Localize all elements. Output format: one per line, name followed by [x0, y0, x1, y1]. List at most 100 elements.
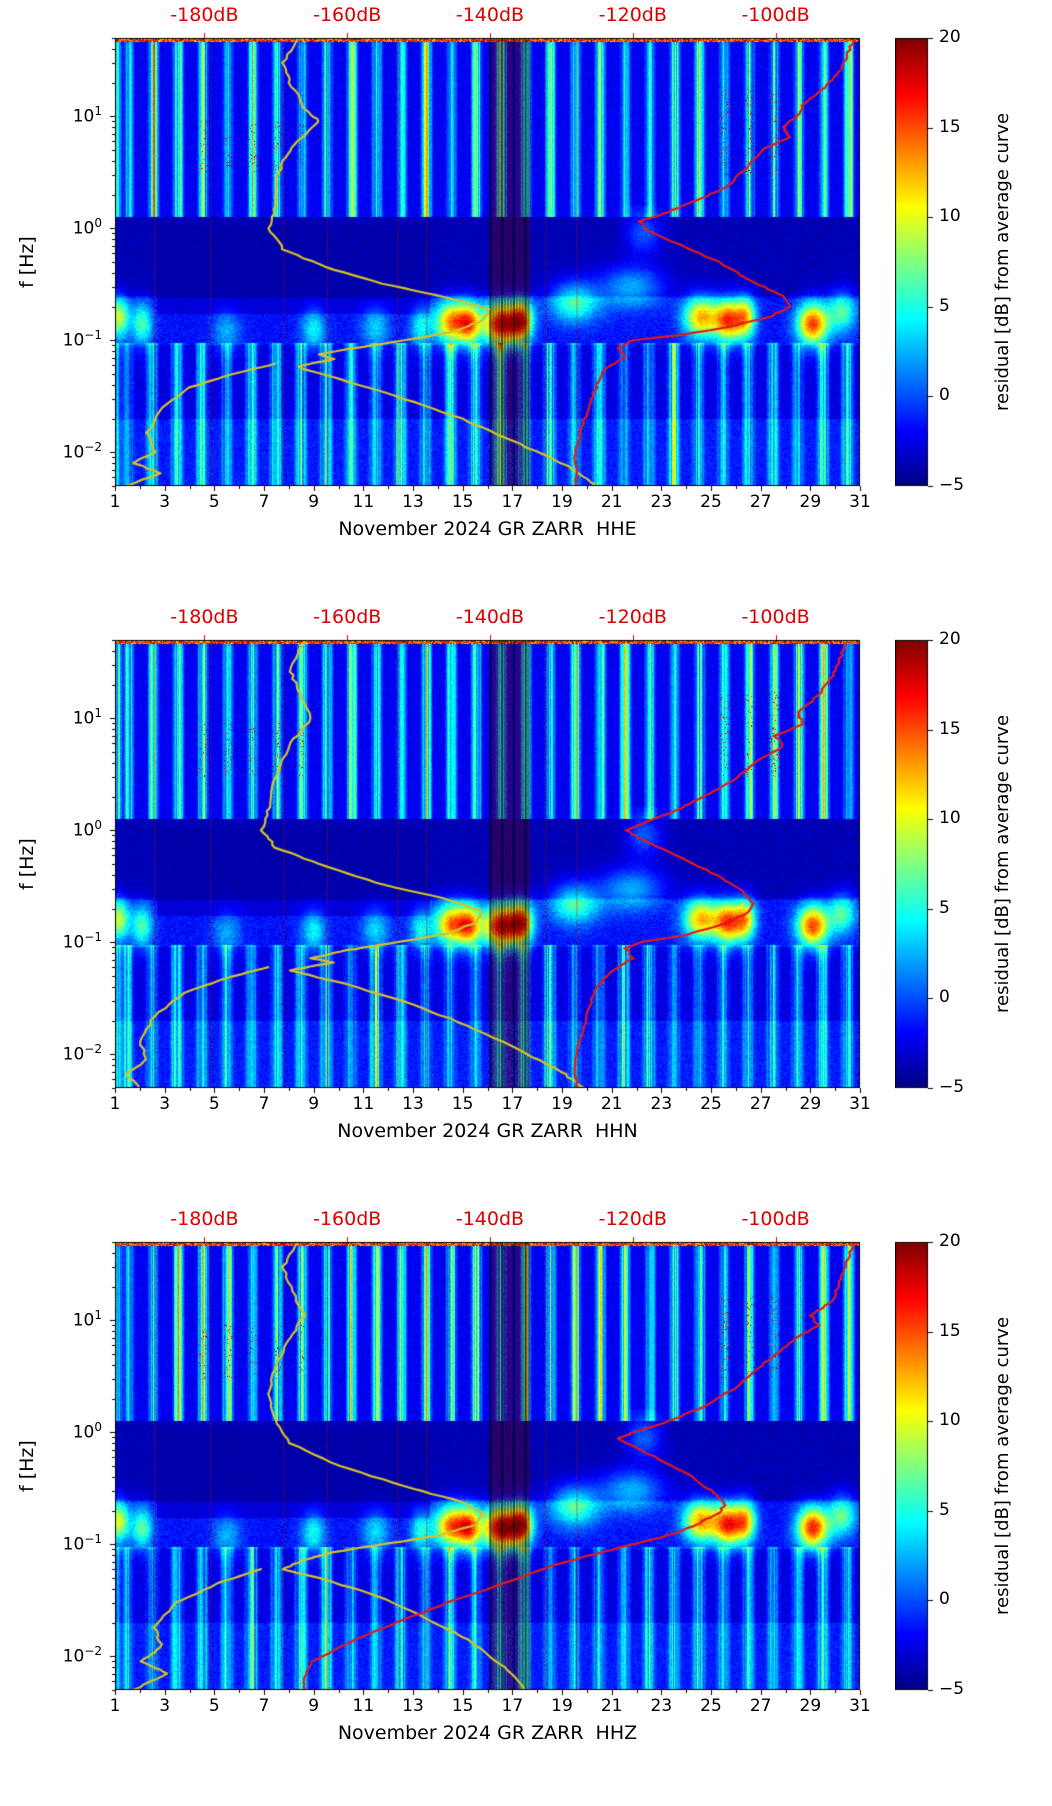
top-db-tick-label: -160dB: [313, 606, 382, 628]
x-tick-label: 23: [650, 1094, 673, 1114]
colorbar-tick-label: 20: [939, 629, 961, 649]
top-db-tick-label: -140dB: [455, 606, 525, 628]
colorbar-tick-label: 5: [939, 1499, 950, 1520]
x-tick-label: 13: [402, 492, 424, 512]
y-tick-label: 10−2: [62, 1042, 102, 1065]
x-tick-label: 23: [650, 1696, 673, 1716]
x-tick-label: 11: [352, 492, 375, 512]
x-tick-label: 13: [402, 1696, 424, 1716]
colorbar-tick-label: 10: [939, 1410, 961, 1431]
x-tick-label: 19: [551, 1696, 573, 1716]
colorbar-tick-label: 15: [939, 718, 961, 739]
colorbar-canvas: [895, 30, 937, 494]
colorbar-tick-label: −5: [939, 1679, 965, 1699]
x-tick-label: 9: [308, 492, 320, 512]
x-tick-label: 9: [308, 1094, 320, 1114]
x-tick-label: 3: [159, 1696, 171, 1716]
x-tick-label: 9: [308, 1696, 320, 1716]
x-tick-label: 1: [109, 492, 121, 512]
top-db-tick-label: -100dB: [741, 4, 810, 26]
x-tick-label: 25: [700, 492, 722, 512]
x-tick-label: 7: [258, 1094, 270, 1114]
top-db-tick-label: -160dB: [313, 4, 382, 26]
x-tick-label: 21: [600, 1094, 623, 1114]
x-tick-label: 27: [749, 1696, 772, 1716]
x-axis-title: November 2024 GR ZARR HHN: [337, 1120, 638, 1142]
y-tick-label: 10−2: [62, 1644, 102, 1667]
colorbar-tick-label: −5: [939, 1077, 965, 1097]
colorbar-tick-label: 10: [939, 808, 961, 829]
x-tick-label: 15: [451, 1696, 474, 1716]
x-tick-label: 29: [799, 1094, 822, 1114]
top-db-tick-label: -120dB: [598, 1208, 667, 1230]
y-tick-label: 10−2: [62, 440, 102, 463]
top-db-tick-label: -120dB: [598, 4, 667, 26]
x-tick-label: 7: [258, 492, 270, 512]
x-axis-title: November 2024 GR ZARR HHE: [338, 518, 637, 540]
x-tick-label: 25: [700, 1696, 722, 1716]
x-tick-label: 3: [159, 1094, 171, 1114]
spectrogram-panel-hhe: -180dB -160dB -140dB -120dB -100dB 10−2 10−1 1…: [0, 0, 1052, 602]
colorbar-tick-label: 10: [939, 206, 961, 227]
x-tick-label: 3: [159, 492, 171, 512]
colorbar-tick-label: −5: [939, 475, 965, 495]
x-tick-label: 17: [501, 1094, 524, 1114]
x-tick-label: 29: [799, 1696, 822, 1716]
x-tick-label: 23: [650, 492, 673, 512]
spectrogram-panel-hhn: -180dB -160dB -140dB -120dB -100dB 10−2 10−1 1…: [0, 602, 1052, 1204]
top-db-tick-label: -180dB: [170, 4, 239, 26]
colorbar-tick-label: 20: [939, 27, 961, 47]
spectrogram-heatmap-canvas: [107, 1234, 868, 1698]
x-axis-title: November 2024 GR ZARR HHZ: [337, 1722, 638, 1744]
colorbar-tick-label: 0: [939, 1589, 950, 1610]
colorbar-canvas: [895, 632, 937, 1096]
y-tick-label: 100: [72, 216, 102, 239]
x-tick-label: 21: [600, 1696, 623, 1716]
y-tick-label: 101: [72, 104, 102, 127]
x-tick-label: 31: [849, 1696, 871, 1716]
top-db-tick-label: -180dB: [170, 1208, 239, 1230]
x-tick-label: 27: [749, 1094, 772, 1114]
colorbar-tick-label: 15: [939, 1320, 961, 1341]
colorbar-canvas: [895, 1234, 937, 1698]
x-tick-label: 19: [551, 492, 573, 512]
x-tick-label: 1: [109, 1094, 121, 1114]
y-tick-label: 101: [72, 1308, 102, 1331]
x-tick-label: 5: [208, 1696, 220, 1716]
spectrogram-panel-hhz: -180dB -160dB -140dB -120dB -100dB 10−2 10−1 1…: [0, 1204, 1052, 1806]
colorbar-tick-label: 20: [939, 1231, 961, 1251]
x-tick-label: 21: [600, 492, 623, 512]
top-db-tick-label: -100dB: [741, 606, 810, 628]
colorbar-tick-label: 5: [939, 897, 950, 918]
spectrogram-heatmap-canvas: [107, 632, 868, 1096]
y-tick-label: 100: [72, 1420, 102, 1443]
colorbar-tick-label: 0: [939, 987, 950, 1008]
y-axis-label: f [Hz]: [16, 1440, 38, 1492]
colorbar-axis-label: residual [dB] from average curve: [992, 714, 1013, 1013]
x-tick-label: 5: [208, 492, 220, 512]
x-tick-label: 17: [501, 1696, 524, 1716]
y-axis-label: f [Hz]: [16, 838, 38, 890]
top-db-tick-label: -140dB: [455, 4, 525, 26]
top-db-tick-label: -120dB: [598, 606, 667, 628]
top-db-tick-label: -100dB: [741, 1208, 810, 1230]
colorbar-tick-label: 15: [939, 116, 961, 137]
x-tick-label: 27: [749, 492, 772, 512]
x-tick-label: 19: [551, 1094, 573, 1114]
x-tick-label: 13: [402, 1094, 424, 1114]
x-tick-label: 31: [849, 492, 871, 512]
x-tick-label: 11: [352, 1696, 375, 1716]
x-tick-label: 11: [352, 1094, 375, 1114]
spectrogram-heatmap-canvas: [107, 30, 868, 494]
colorbar-axis-label: residual [dB] from average curve: [992, 112, 1013, 411]
x-tick-label: 15: [451, 492, 474, 512]
colorbar-tick-label: 0: [939, 385, 950, 406]
top-db-tick-label: -180dB: [170, 606, 239, 628]
y-tick-label: 100: [72, 818, 102, 841]
y-axis-label: f [Hz]: [16, 236, 38, 288]
colorbar-tick-label: 5: [939, 295, 950, 316]
y-tick-label: 10−1: [62, 930, 102, 953]
x-tick-label: 15: [451, 1094, 474, 1114]
y-tick-label: 10−1: [62, 1532, 102, 1555]
top-db-tick-label: -160dB: [313, 1208, 382, 1230]
